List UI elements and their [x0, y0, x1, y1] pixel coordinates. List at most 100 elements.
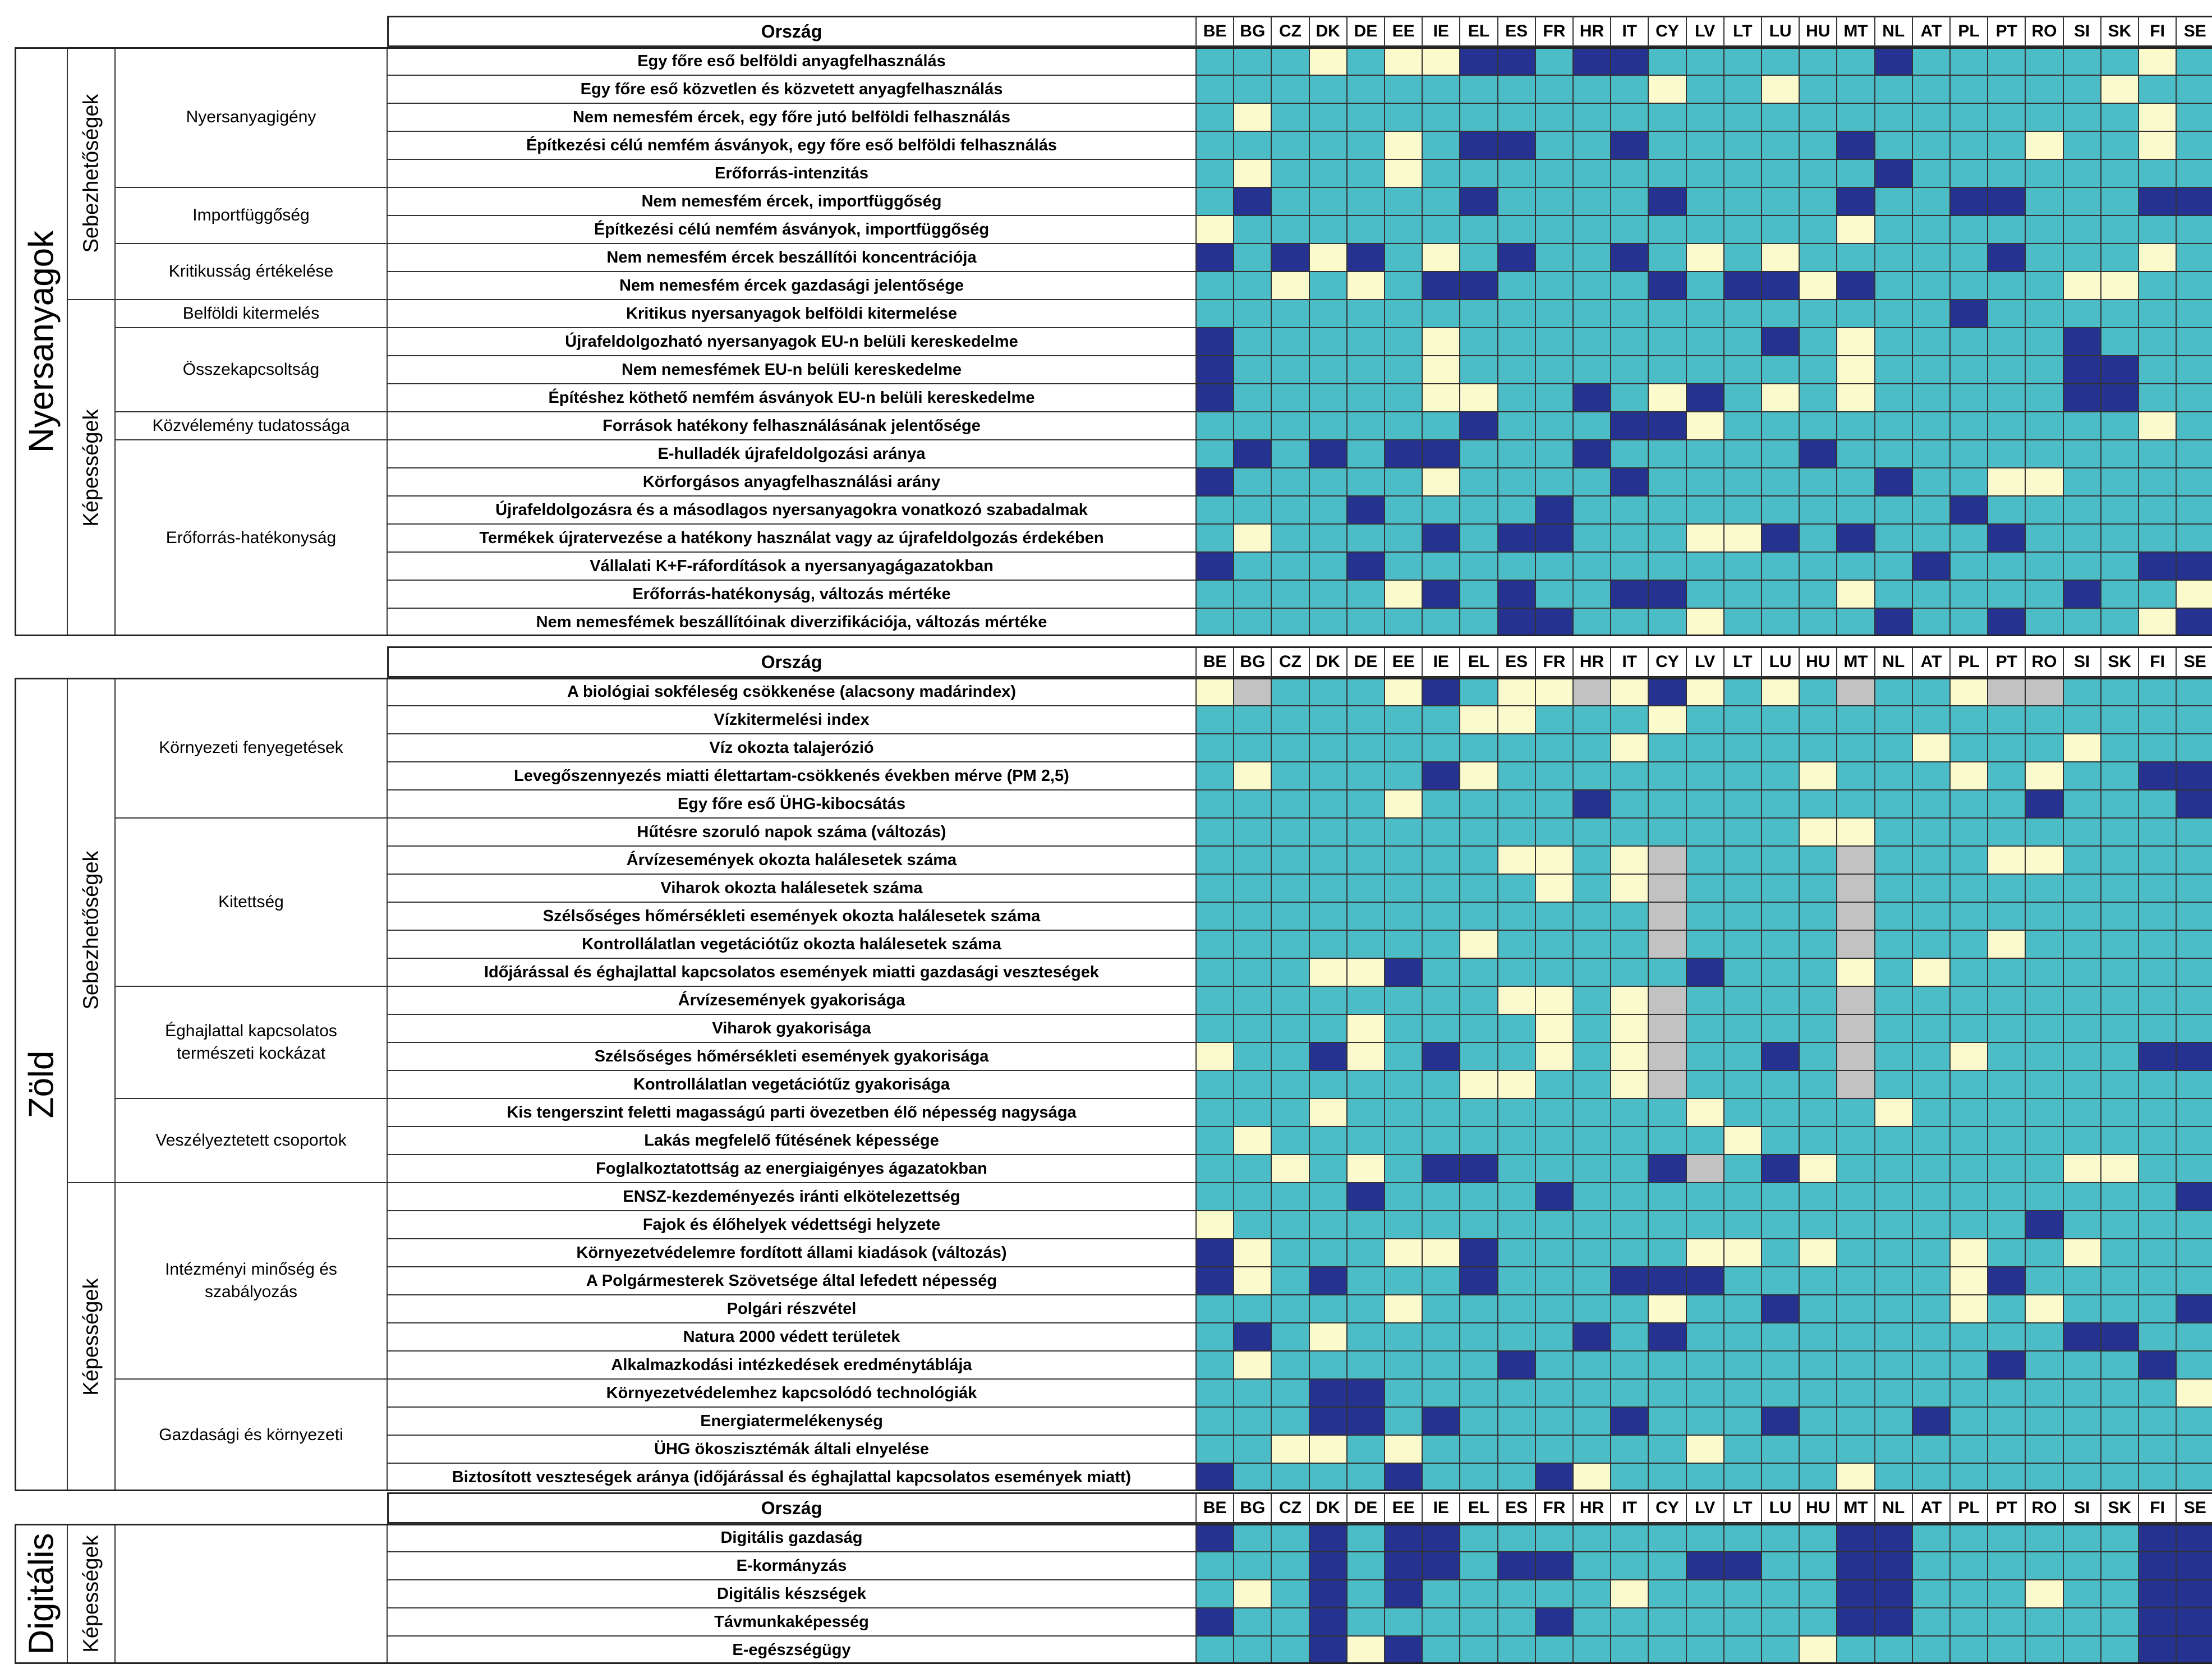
- heatmap-cell-lu: [1762, 272, 1800, 300]
- heatmap-cell-ie: [1422, 243, 1460, 272]
- section-box: Nyersanyagok: [16, 47, 67, 636]
- subcategory-label: Importfüggőség: [115, 187, 387, 243]
- heatmap-cell-lu: [1762, 103, 1800, 131]
- heatmap-cell-es: [1497, 103, 1535, 131]
- country-code-ee: EE: [1385, 1492, 1423, 1524]
- section-frame: [15, 678, 2212, 1491]
- heatmap-cell-se: [2176, 187, 2212, 215]
- header-row-frame: [387, 16, 2212, 47]
- heatmap-cell-si: [2063, 272, 2101, 300]
- heatmap-cell-hu: [1799, 75, 1837, 103]
- heatmap-cell-bg: [1234, 103, 1272, 131]
- heatmap-cell-de: [1346, 159, 1385, 187]
- country-code-si: SI: [2063, 646, 2101, 678]
- heatmap-cell-pt: [1988, 159, 2026, 187]
- country-code-cy: CY: [1648, 1492, 1686, 1524]
- heatmap-cell-be: [1196, 159, 1234, 187]
- heatmap-cell-it: [1611, 131, 1649, 159]
- heatmap-cell-ie: [1422, 187, 1460, 215]
- heatmap-cell-lv: [1686, 243, 1724, 272]
- country-code-sk: SK: [2100, 646, 2139, 678]
- heatmap-cell-fi: [2139, 243, 2177, 272]
- heatmap-cell-hu: [1799, 103, 1837, 131]
- heatmap-cell-cy: [1648, 243, 1686, 272]
- heatmap-cell-ee: [1385, 243, 1423, 272]
- country-code-be: BE: [1196, 1492, 1234, 1524]
- heatmap-cell-nl: [1874, 47, 1912, 75]
- heatmap-cell-si: [2063, 75, 2101, 103]
- country-code-be: BE: [1196, 16, 1234, 47]
- heatmap-cell-fi: [2139, 159, 2177, 187]
- heatmap-cell-fi: [2139, 103, 2177, 131]
- heatmap-cell-fi: [2139, 272, 2177, 300]
- heatmap-cell-lv: [1686, 159, 1724, 187]
- heatmap-cell-ro: [2025, 243, 2063, 272]
- heatmap-cell-se: [2176, 103, 2212, 131]
- heatmap-cell-pl: [1950, 187, 1988, 215]
- heatmap-cell-dk: [1309, 215, 1347, 243]
- heatmap-cell-dk: [1309, 159, 1347, 187]
- heatmap-cell-si: [2063, 103, 2101, 131]
- country-code-el: EL: [1460, 646, 1498, 678]
- country-code-hu: HU: [1799, 1492, 1837, 1524]
- country-code-ie: IE: [1422, 1492, 1460, 1524]
- heatmap-cell-hr: [1573, 103, 1611, 131]
- heatmap-cell-se: [2176, 131, 2212, 159]
- heatmap-cell-bg: [1234, 243, 1272, 272]
- subcategory-label: Kritikusság értékelése: [115, 243, 387, 300]
- heatmap-cell-bg: [1234, 187, 1272, 215]
- country-code-de: DE: [1346, 1492, 1385, 1524]
- heatmap-cell-ee: [1385, 75, 1423, 103]
- country-code-at: AT: [1912, 646, 1950, 678]
- heatmap-cell-fr: [1535, 215, 1573, 243]
- heatmap-cell-mt: [1837, 243, 1875, 272]
- country-code-de: DE: [1346, 16, 1385, 47]
- heatmap-cell-si: [2063, 243, 2101, 272]
- heatmap-cell-lt: [1723, 75, 1762, 103]
- heatmap-cell-pl: [1950, 131, 1988, 159]
- heatmap-cell-lt: [1723, 131, 1762, 159]
- heatmap-cell-se: [2176, 215, 2212, 243]
- heatmap-cell-hr: [1573, 131, 1611, 159]
- section-label: Digitális: [22, 1533, 61, 1655]
- heatmap-cell-fr: [1535, 103, 1573, 131]
- heatmap-cell-ie: [1422, 47, 1460, 75]
- heatmap-cell-fr: [1535, 131, 1573, 159]
- heatmap-cell-sk: [2100, 103, 2139, 131]
- heatmap-cell-nl: [1874, 75, 1912, 103]
- country-code-lt: LT: [1723, 16, 1762, 47]
- heatmap-cell-be: [1196, 187, 1234, 215]
- heatmap-cell-lu: [1762, 243, 1800, 272]
- country-code-se: SE: [2176, 16, 2212, 47]
- indicator-label: Nem nemesfém ércek, egy főre jutó belföl…: [387, 103, 1196, 131]
- heatmap-cell-de: [1346, 272, 1385, 300]
- heatmap-cell-mt: [1837, 47, 1875, 75]
- heatmap-cell-se: [2176, 243, 2212, 272]
- heatmap-cell-es: [1497, 187, 1535, 215]
- heatmap-cell-pt: [1988, 215, 2026, 243]
- country-code-es: ES: [1497, 1492, 1535, 1524]
- heatmap-cell-sk: [2100, 159, 2139, 187]
- country-code-at: AT: [1912, 1492, 1950, 1524]
- heatmap-cell-bg: [1234, 272, 1272, 300]
- country-code-de: DE: [1346, 646, 1385, 678]
- country-code-pt: PT: [1988, 16, 2026, 47]
- heatmap-cell-at: [1912, 103, 1950, 131]
- country-code-cz: CZ: [1271, 646, 1309, 678]
- heatmap-cell-cy: [1648, 47, 1686, 75]
- heatmap-cell-lu: [1762, 159, 1800, 187]
- heatmap-cell-hu: [1799, 131, 1837, 159]
- country-code-bg: BG: [1234, 1492, 1272, 1524]
- heatmap-cell-be: [1196, 243, 1234, 272]
- heatmap-cell-fi: [2139, 187, 2177, 215]
- heatmap-cell-lt: [1723, 47, 1762, 75]
- heatmap-cell-hr: [1573, 272, 1611, 300]
- heatmap-cell-lu: [1762, 131, 1800, 159]
- heatmap-cell-cz: [1271, 131, 1309, 159]
- heatmap-cell-fr: [1535, 47, 1573, 75]
- heatmap-cell-ee: [1385, 103, 1423, 131]
- heatmap-cell-cz: [1271, 159, 1309, 187]
- country-code-it: IT: [1611, 1492, 1649, 1524]
- heatmap-cell-pl: [1950, 272, 1988, 300]
- country-code-mt: MT: [1837, 1492, 1875, 1524]
